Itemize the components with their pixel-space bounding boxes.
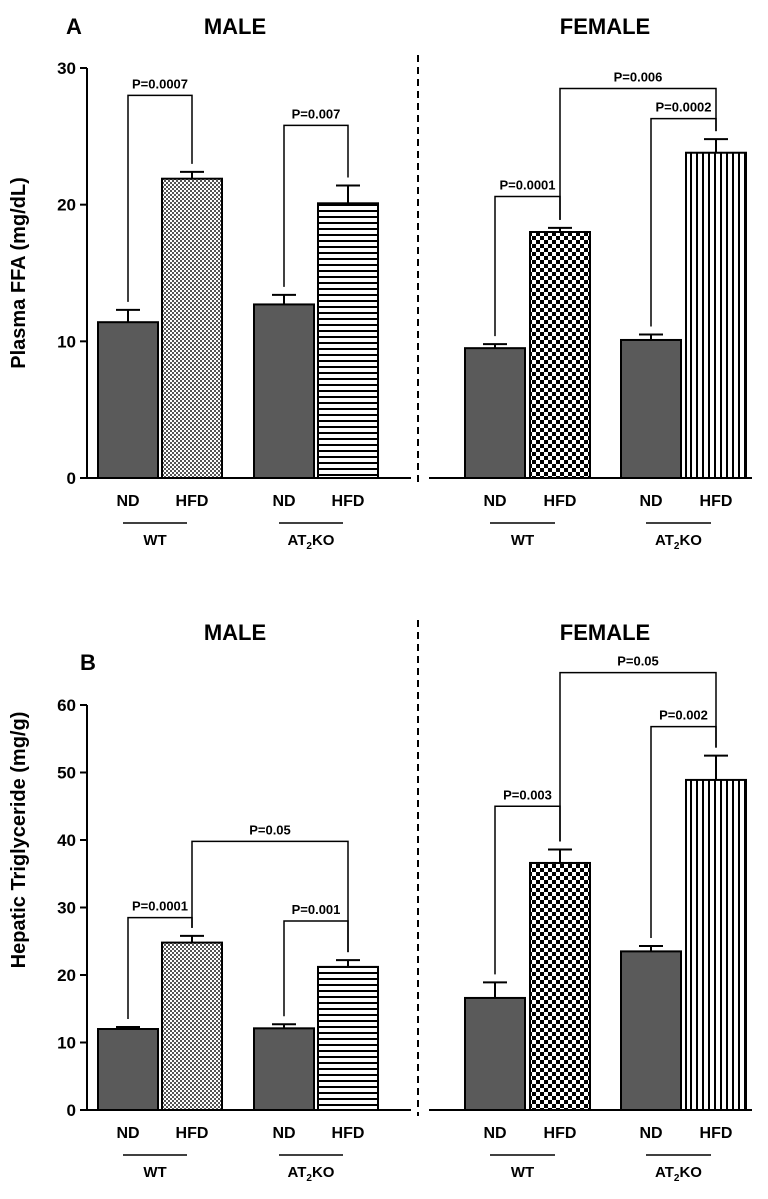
- panel-b-y-tick-label: 60: [57, 696, 76, 715]
- panel-b-bar-male-wt-nd: [97, 1028, 159, 1111]
- panel-a-bar-male-wt-nd: [97, 321, 159, 480]
- panel-b-comparison-bracket: [559, 671, 717, 842]
- panel-b-y-tick-label: 40: [57, 831, 76, 850]
- panel-b-category-label: ND: [639, 1125, 662, 1142]
- panel-b-y-tick-label: 20: [57, 966, 76, 985]
- panel-a-category-label: ND: [116, 493, 139, 510]
- panel-b-bar-male-at2ko-nd: [253, 1027, 315, 1111]
- panel-b-bar-female-wt-nd: [464, 996, 526, 1112]
- panel-b-group-label-at2ko: AT2KO: [288, 1164, 335, 1184]
- panel-a-bar-male-at2ko-hfd: [317, 202, 379, 480]
- panel-a-category-label: HFD: [544, 493, 577, 510]
- panel-b-group-label-wt: WT: [143, 1164, 166, 1181]
- panel-b-group-label-at2ko: AT2KO: [655, 1164, 702, 1184]
- panel-a-category-label: ND: [639, 493, 662, 510]
- panel-b-category-label: ND: [483, 1125, 506, 1142]
- panel-b-bar-female-at2ko-nd: [620, 950, 682, 1111]
- panel-b-y-tick-label: 10: [57, 1034, 76, 1053]
- panel-b-marks: 0 10 20 30 40 50 60 ND HFD WT ND HFD AT2KO ND HFD WT ND H…: [57, 620, 752, 1184]
- panel-b-p-value-label: P=0.0001: [132, 899, 188, 914]
- panel-b-y-axis-label: Hepatic Triglyceride (mg/g): [8, 712, 30, 969]
- panel-b-p-value-label: P=0.003: [503, 787, 552, 802]
- panel-b-category-label: HFD: [332, 1125, 365, 1142]
- panel-a-bar-female-at2ko-nd: [620, 338, 682, 480]
- panel-a-y-tick-label: 30: [57, 59, 76, 78]
- panel-b-female-title: FEMALE: [560, 620, 650, 645]
- panel-a-comparison-bracket: [559, 87, 717, 220]
- panel-a-female-title: FEMALE: [560, 14, 650, 39]
- panel-a-category-label: HFD: [700, 493, 733, 510]
- panel-a-bar-female-wt-nd: [464, 347, 526, 479]
- panel-a-male-title: MALE: [204, 14, 266, 39]
- panel-b-category-label: ND: [116, 1125, 139, 1142]
- panel-a-y-axis-label: Plasma FFA (mg/dL): [8, 177, 30, 369]
- panel-b-p-value-label: P=0.002: [659, 708, 708, 723]
- panel-a-p-value-label: P=0.0007: [132, 76, 188, 91]
- panel-a-comparison-bracket: [283, 124, 349, 287]
- panel-b-bar-male-wt-hfd: [161, 941, 223, 1111]
- panel-a-bar-male-at2ko-nd: [253, 303, 315, 479]
- panel-a-p-value-label: P=0.0002: [655, 100, 711, 115]
- panel-b-group-label-wt: WT: [511, 1164, 534, 1181]
- panel-a: A MALE FEMALE Plasma FFA (mg/dL): [8, 14, 650, 369]
- panel-b-bar-female-wt-hfd: [529, 861, 591, 1112]
- panel-b-p-value-label: P=0.05: [617, 654, 659, 669]
- panel-a-category-label: ND: [483, 493, 506, 510]
- panel-a-p-value-label: P=0.006: [614, 70, 663, 85]
- panel-b-p-value-label: P=0.001: [292, 902, 341, 917]
- panel-b-letter: B: [80, 650, 96, 675]
- panel-b-category-label: HFD: [176, 1125, 209, 1142]
- panel-b-y-tick-label: 50: [57, 764, 76, 783]
- panel-b-comparison-bracket: [283, 920, 349, 1017]
- panel-b-category-label: HFD: [700, 1125, 733, 1142]
- panel-a-p-value-label: P=0.0001: [499, 177, 555, 192]
- panel-a-y-tick-label: 10: [57, 332, 76, 351]
- panel-a-bar-male-wt-hfd: [161, 177, 223, 479]
- panel-a-category-label: ND: [272, 493, 295, 510]
- panel-b-y-tick-label: 30: [57, 899, 76, 918]
- panel-b: B MALE FEMALE Hepatic Triglyceride (mg/g…: [8, 620, 650, 968]
- panel-a-y-tick-label: 20: [57, 196, 76, 215]
- panel-a-group-label-wt: WT: [511, 532, 534, 549]
- panel-b-male-title: MALE: [204, 620, 266, 645]
- panel-a-bar-female-at2ko-hfd: [685, 151, 747, 479]
- panel-b-bar-female-at2ko-hfd: [685, 778, 747, 1111]
- panel-a-p-value-label: P=0.007: [292, 106, 341, 121]
- panel-a-y-tick-label: 0: [67, 469, 76, 488]
- panel-a-category-label: HFD: [176, 493, 209, 510]
- panel-b-category-label: ND: [272, 1125, 295, 1142]
- panel-b-comparison-bracket: [191, 840, 349, 953]
- panel-b-category-label: HFD: [544, 1125, 577, 1142]
- panel-b-p-value-label: P=0.05: [249, 822, 291, 837]
- panel-a-group-label-at2ko: AT2KO: [655, 532, 702, 552]
- panel-a-group-label-wt: WT: [143, 532, 166, 549]
- panel-a-comparison-bracket: [127, 94, 193, 302]
- panel-a-category-label: HFD: [332, 493, 365, 510]
- panel-b-y-tick-label: 0: [67, 1101, 76, 1120]
- panel-b-bar-male-at2ko-hfd: [317, 965, 379, 1112]
- panel-a-letter: A: [66, 14, 82, 39]
- panel-a-marks: 0 10 20 30 ND HFD WT ND HFD AT2KO ND HFD WT ND HFD AT2K…: [57, 55, 752, 552]
- panel-a-bar-female-wt-hfd: [529, 231, 591, 479]
- panel-a-group-label-at2ko: AT2KO: [288, 532, 335, 552]
